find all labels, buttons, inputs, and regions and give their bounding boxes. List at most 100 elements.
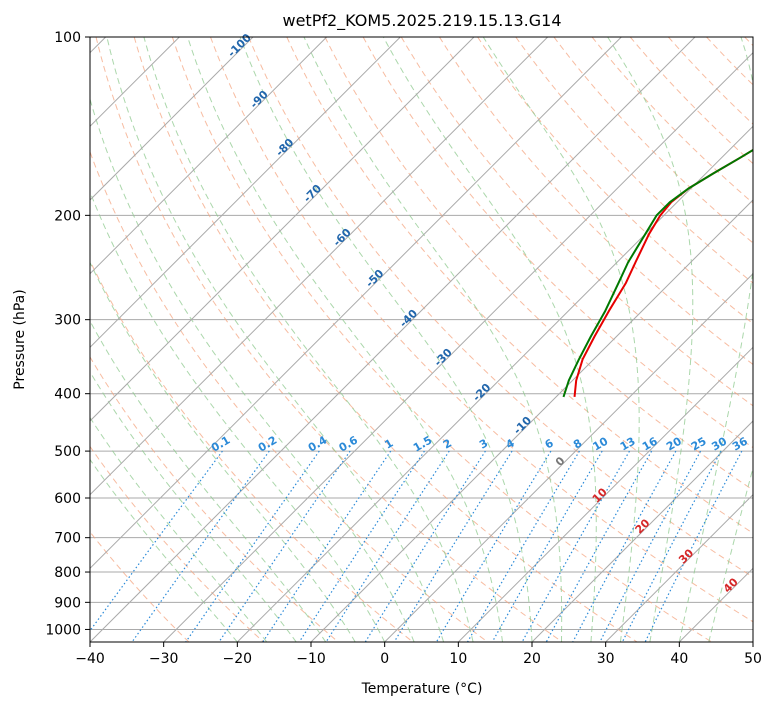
isotherm-label: -80 — [273, 136, 296, 159]
x-tick-label: 30 — [597, 651, 615, 667]
isotherm-line — [90, 37, 328, 275]
isotherm-line — [90, 37, 401, 349]
moist-adiabat-line — [106, 37, 445, 642]
isotherm-line — [384, 272, 753, 642]
mixing-ratio-line — [545, 450, 653, 642]
mixing-ratio-line — [621, 450, 722, 642]
x-tick-label: 10 — [449, 651, 467, 667]
mixing-ratio-line — [325, 450, 450, 642]
isotherm-label: -90 — [248, 88, 271, 111]
moist-adiabat-line — [382, 37, 597, 642]
isotherm-line — [605, 493, 753, 642]
dry-adiabat-line — [286, 37, 753, 534]
moist-adiabat-line — [187, 37, 504, 642]
isotherm-label: -20 — [470, 381, 493, 404]
y-tick-label: 400 — [54, 387, 81, 403]
dry-adiabat-line — [324, 37, 753, 491]
y-axis-label: Pressure (hPa) — [12, 289, 28, 389]
mixing-ratio-line — [466, 450, 580, 642]
y-tick-label: 200 — [54, 208, 81, 224]
moist-adiabat-line — [239, 37, 533, 642]
moist-adiabat-line — [90, 370, 297, 642]
isotherm-line — [678, 567, 753, 642]
y-tick-label: 900 — [54, 595, 81, 611]
moist-adiabat-line — [90, 320, 327, 642]
dry-adiabat-line — [248, 37, 753, 578]
dry-adiabat-line — [553, 37, 753, 244]
isotherm-line — [236, 125, 753, 642]
dry-adiabat-line — [90, 150, 488, 642]
mixing-ratio-line — [491, 450, 603, 642]
isotherm-label: 40 — [721, 575, 741, 595]
dry-adiabat-line — [133, 37, 638, 642]
isotherm-label: 10 — [590, 485, 610, 505]
x-tick-label: −10 — [296, 651, 326, 667]
y-tick-label: 800 — [54, 565, 81, 581]
x-tick-label: 40 — [670, 651, 688, 667]
x-axis-label: Temperature (°C) — [361, 681, 483, 697]
dry-adiabat-line — [744, 37, 753, 47]
dry-adiabat-line — [400, 37, 753, 407]
isotherm-line — [163, 51, 753, 642]
mixing-ratio-line — [572, 450, 677, 642]
isotherm-line — [752, 641, 753, 642]
moist-adiabat-line — [708, 466, 753, 642]
dry-adiabat-line — [706, 37, 753, 86]
y-tick-label: 600 — [54, 491, 81, 507]
mixing-ratio-line — [218, 450, 351, 642]
moist-adiabat-line — [678, 37, 753, 642]
y-tick-label: 100 — [54, 30, 81, 46]
dry-adiabat-line — [90, 259, 414, 642]
x-tick-label: 0 — [380, 651, 389, 667]
mixing-ratio-line — [298, 450, 425, 642]
moist-adiabat-line — [607, 37, 694, 642]
x-tick-label: −30 — [149, 651, 179, 667]
isotherm-line — [310, 199, 753, 642]
moist-adiabat-line — [90, 416, 268, 642]
isotherm-line — [90, 37, 622, 570]
dry-adiabat-line — [90, 356, 339, 642]
isotherm-label: -50 — [363, 267, 386, 290]
axes: −40 −30 −20 −10 0 10 20 30 40 50 100 200 300 400 500 60… — [45, 30, 762, 667]
isotherm-label: -60 — [331, 226, 354, 249]
moist-adiabat-line — [482, 37, 640, 642]
dry-adiabat-line — [171, 37, 712, 642]
mixing-ratio-label: 2 — [441, 437, 454, 452]
mixing-ratio-label: 6 — [543, 436, 556, 451]
mixing-ratio-line — [393, 450, 513, 642]
isotherm-line — [90, 37, 254, 201]
isotherm-line — [90, 37, 475, 422]
mixing-ratio-label: 4 — [504, 436, 517, 451]
mixing-ratio-line — [599, 450, 702, 642]
mixing-ratio-line — [364, 450, 486, 642]
dry-adiabat-line — [90, 445, 264, 642]
moist-adiabat-line — [90, 190, 386, 642]
isotherm-label: -40 — [397, 307, 420, 330]
moist-adiabat-line — [90, 261, 356, 642]
isotherm-line — [531, 420, 753, 642]
dry-adiabat-line — [210, 37, 753, 623]
line-labels: 0.1 0.2 0.4 0.6 1 1.5 2 3 4 6 8 10 13 16 20 25 30 36-100-… — [209, 31, 750, 596]
isotherm-label: 30 — [676, 546, 696, 566]
chart-title: wetPf2_KOM5.2025.219.15.13.G14 — [282, 11, 561, 31]
dry-adiabat-line — [439, 37, 753, 366]
x-tick-label: 50 — [744, 651, 762, 667]
x-tick-label: −20 — [223, 651, 253, 667]
isotherm-line — [90, 37, 549, 496]
isotherm-label: -10 — [511, 414, 534, 437]
isotherm-label: -70 — [301, 182, 324, 205]
y-tick-label: 500 — [54, 444, 81, 460]
y-tick-label: 300 — [54, 313, 81, 329]
isotherm-line — [90, 37, 696, 642]
isotherm-label: 20 — [633, 516, 653, 536]
mixing-ratio-line — [435, 450, 552, 642]
moist-adiabat-line — [90, 458, 238, 642]
isotherm-label: -100 — [225, 31, 254, 60]
mixing-ratio-line — [262, 450, 392, 642]
temperature-profile-line — [573, 148, 753, 397]
dewpoint-profile-line — [562, 148, 753, 398]
plot-frame — [89, 36, 754, 643]
y-tick-label: 1000 — [45, 622, 81, 638]
